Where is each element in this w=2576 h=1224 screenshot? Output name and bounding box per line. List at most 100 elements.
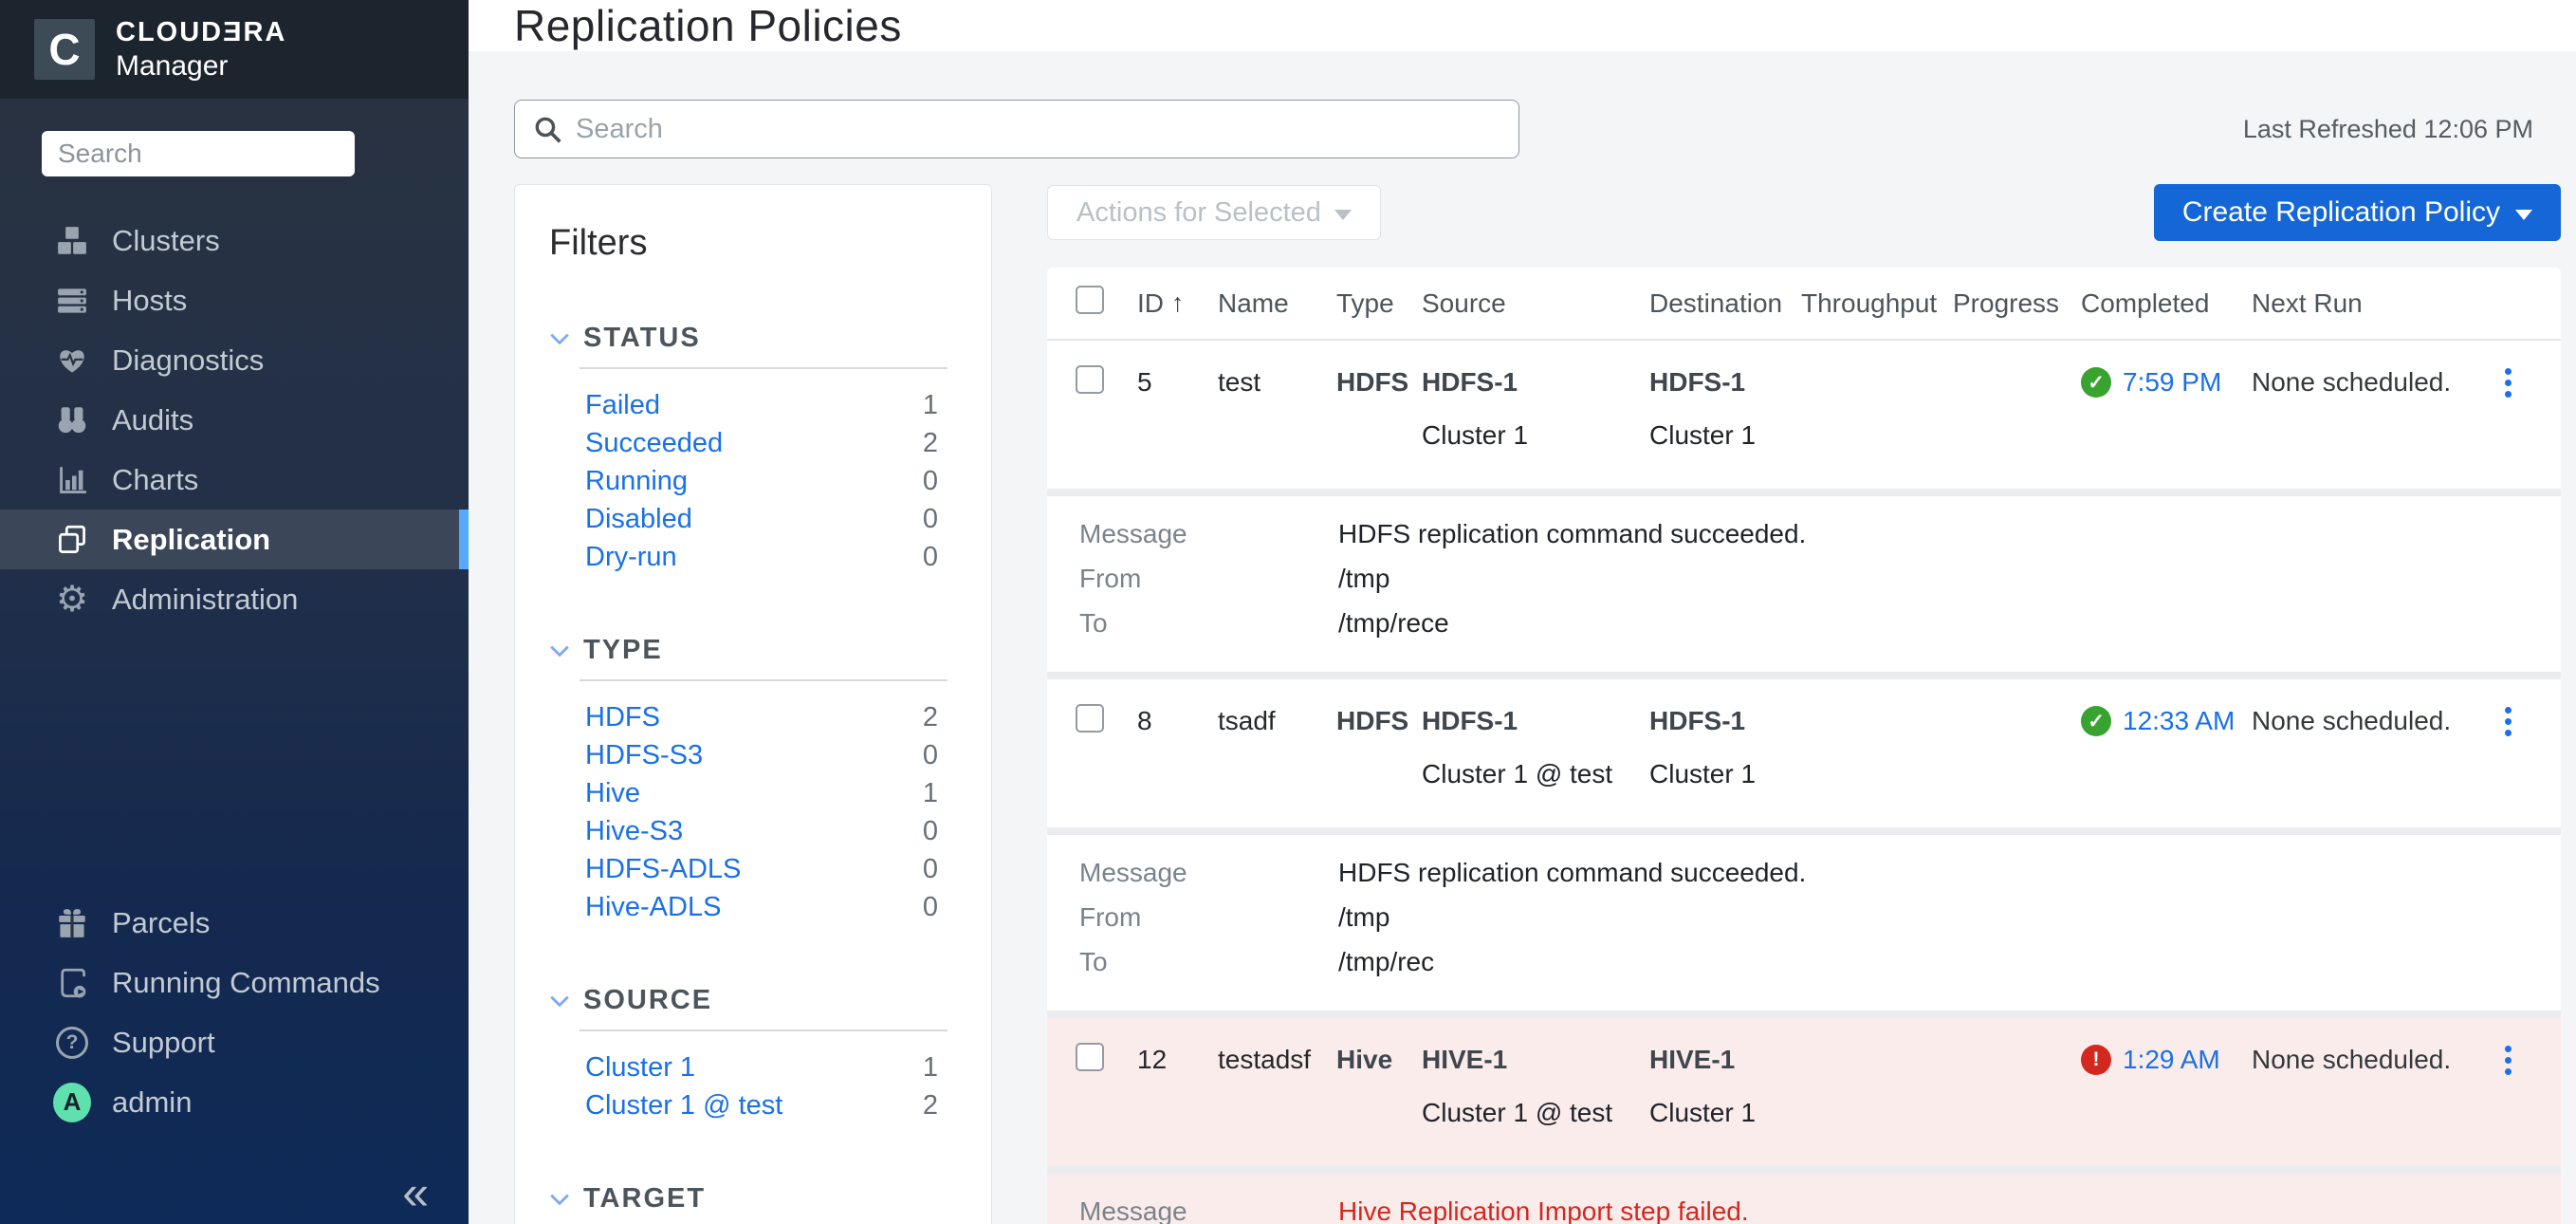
kebab-menu-icon[interactable] (2495, 364, 2521, 401)
error-icon: ! (2081, 1045, 2111, 1075)
caret-down-icon (1334, 209, 1352, 220)
filter-section-header[interactable]: SOURCE (549, 985, 991, 1016)
sidebar-item-charts[interactable]: Charts (0, 450, 469, 510)
filter-item: HDFS-ADLS 0 (585, 853, 938, 884)
col-destination[interactable]: Destination (1649, 287, 1783, 318)
page-title: Replication Policies (514, 1, 902, 50)
col-type[interactable]: Type (1336, 287, 1394, 318)
sidebar-item-clusters[interactable]: Clusters (0, 211, 469, 270)
binoculars-icon (53, 405, 91, 436)
sidebar-item-replication[interactable]: Replication (0, 510, 469, 569)
replication-pages-icon (53, 525, 91, 555)
sidebar-item-label: Charts (112, 462, 199, 496)
sidebar-item-parcels[interactable]: Parcels (0, 893, 469, 953)
cloudera-logo-icon: C (34, 19, 95, 80)
sidebar-item-audits[interactable]: Audits (0, 390, 469, 450)
sidebar-item-label: Audits (112, 402, 194, 436)
gift-icon (53, 908, 91, 938)
scroll-icon (53, 968, 91, 998)
sort-up-icon[interactable]: ↑ (1171, 288, 1185, 317)
sidebar-menu: Clusters Hosts Diagnostics Audits (0, 211, 469, 629)
create-replication-policy-button[interactable]: Create Replication Policy (2153, 184, 2561, 241)
sidebar-item-admin-user[interactable]: A admin (0, 1072, 469, 1132)
filter-link[interactable]: Hive-ADLS (585, 891, 722, 922)
col-progress[interactable]: Progress (1953, 287, 2060, 318)
sidebar-item-label: admin (112, 1085, 193, 1119)
filter-link[interactable]: Cluster 1 (585, 1051, 696, 1083)
filter-item: Cluster 1 @ test 2 (585, 1089, 938, 1121)
chevron-down-icon (549, 643, 570, 658)
filter-link[interactable]: HDFS-S3 (585, 739, 704, 770)
row-checkbox[interactable] (1076, 703, 1104, 733)
filter-section-header[interactable]: TARGET (549, 1183, 991, 1215)
filter-item: HDFS-S3 0 (585, 739, 938, 770)
filter-item: Hive 1 (585, 777, 938, 808)
actions-for-selected-button[interactable]: Actions for Selected (1047, 185, 1381, 240)
filter-item: Hive-S3 0 (585, 815, 938, 846)
sidebar-search-input[interactable] (42, 131, 355, 176)
filter-link[interactable]: Disabled (585, 503, 692, 534)
filter-item: Hive-ADLS 0 (585, 891, 938, 922)
cubes-icon (53, 226, 91, 256)
filter-link[interactable]: Cluster 1 @ test (585, 1089, 783, 1121)
last-refreshed-text: Last Refreshed 12:06 PM (2242, 114, 2533, 143)
chevron-down-icon (549, 1192, 570, 1207)
select-all-checkbox[interactable] (1076, 286, 1104, 314)
policy-details: Message HDFS replication command succeede… (1047, 835, 2561, 1011)
filter-link[interactable]: Dry-run (585, 541, 677, 572)
sidebar-item-label: Replication (112, 522, 271, 556)
brand-name: CLOUDƎRA (116, 16, 287, 47)
avatar: A (53, 1082, 91, 1122)
sidebar-item-hosts[interactable]: Hosts (0, 270, 469, 330)
page-header: Replication Policies (469, 0, 2576, 51)
filter-section-header[interactable]: STATUS (549, 323, 991, 354)
policy-search-input[interactable] (514, 100, 1519, 158)
filter-link[interactable]: Succeeded (585, 427, 724, 458)
filter-section-type: TYPE HDFS 2 HDFS-S3 0 Hive 1 Hive-S3 0 HDFS-… (549, 635, 991, 926)
completed-time-link[interactable]: 1:29 AM (2123, 1045, 2220, 1074)
completed-time-link[interactable]: 7:59 PM (2123, 367, 2222, 397)
filter-link[interactable]: HDFS (585, 701, 660, 733)
filters-title: Filters (549, 223, 648, 263)
col-completed[interactable]: Completed (2081, 287, 2210, 318)
sidebar-item-support[interactable]: ? Support (0, 1012, 469, 1072)
filter-section-header[interactable]: TYPE (549, 635, 991, 666)
filter-section-target: TARGET (549, 1183, 991, 1224)
sidebar-item-diagnostics[interactable]: Diagnostics (0, 330, 469, 390)
sidebar-bottom-menu: Parcels Running Commands ? Support A adm… (0, 893, 469, 1132)
filter-link[interactable]: Hive-S3 (585, 815, 684, 846)
filter-section-status: STATUS Failed 1 Succeeded 2 Running 0 Disab… (549, 323, 991, 576)
completed-time-link[interactable]: 12:33 AM (2123, 706, 2236, 735)
sidebar-item-label: Diagnostics (112, 343, 265, 377)
kebab-menu-icon[interactable] (2495, 1042, 2521, 1079)
policy-row: 8 tsadf HDFS HDFS-1 HDFS-1 ✓ 12:33 AM Non… (1047, 679, 2561, 827)
kebab-menu-icon[interactable] (2495, 703, 2521, 740)
heart-pulse-icon (53, 345, 91, 376)
col-source[interactable]: Source (1422, 287, 1506, 318)
col-throughput[interactable]: Throughput (1801, 287, 1938, 318)
row-checkbox[interactable] (1076, 364, 1104, 394)
policies-table: ID ↑ Name Type Source Destination Through… (1047, 268, 2561, 1224)
filters-panel: Filters STATUS Failed 1 Succeeded 2 Runnin… (514, 184, 992, 1224)
sidebar-item-running-commands[interactable]: Running Commands (0, 953, 469, 1012)
bar-chart-icon (53, 465, 91, 495)
filter-link[interactable]: HDFS-ADLS (585, 853, 742, 884)
filter-link[interactable]: Hive (585, 777, 641, 808)
sidebar: C CLOUDƎRA Manager Clusters Hosts (0, 0, 469, 1224)
gear-icon: ⚙ (55, 579, 89, 620)
policy-details-failed: Message Hive Replication Import step fail… (1047, 1174, 2561, 1224)
sidebar-item-administration[interactable]: ⚙ Administration (0, 569, 469, 629)
sidebar-item-label: Support (112, 1025, 215, 1059)
col-next-run[interactable]: Next Run (2252, 287, 2363, 318)
policy-row: 5 test HDFS HDFS-1 HDFS-1 ✓ 7:59 PM None … (1047, 341, 2561, 489)
collapse-sidebar-icon[interactable]: « (402, 1166, 429, 1219)
row-checkbox[interactable] (1076, 1042, 1104, 1071)
sidebar-item-label: Administration (112, 582, 299, 616)
chevron-down-icon (549, 331, 570, 346)
filter-link[interactable]: Failed (585, 389, 660, 420)
filter-link[interactable]: Running (585, 465, 689, 496)
success-icon: ✓ (2081, 367, 2111, 398)
col-name[interactable]: Name (1218, 287, 1289, 318)
